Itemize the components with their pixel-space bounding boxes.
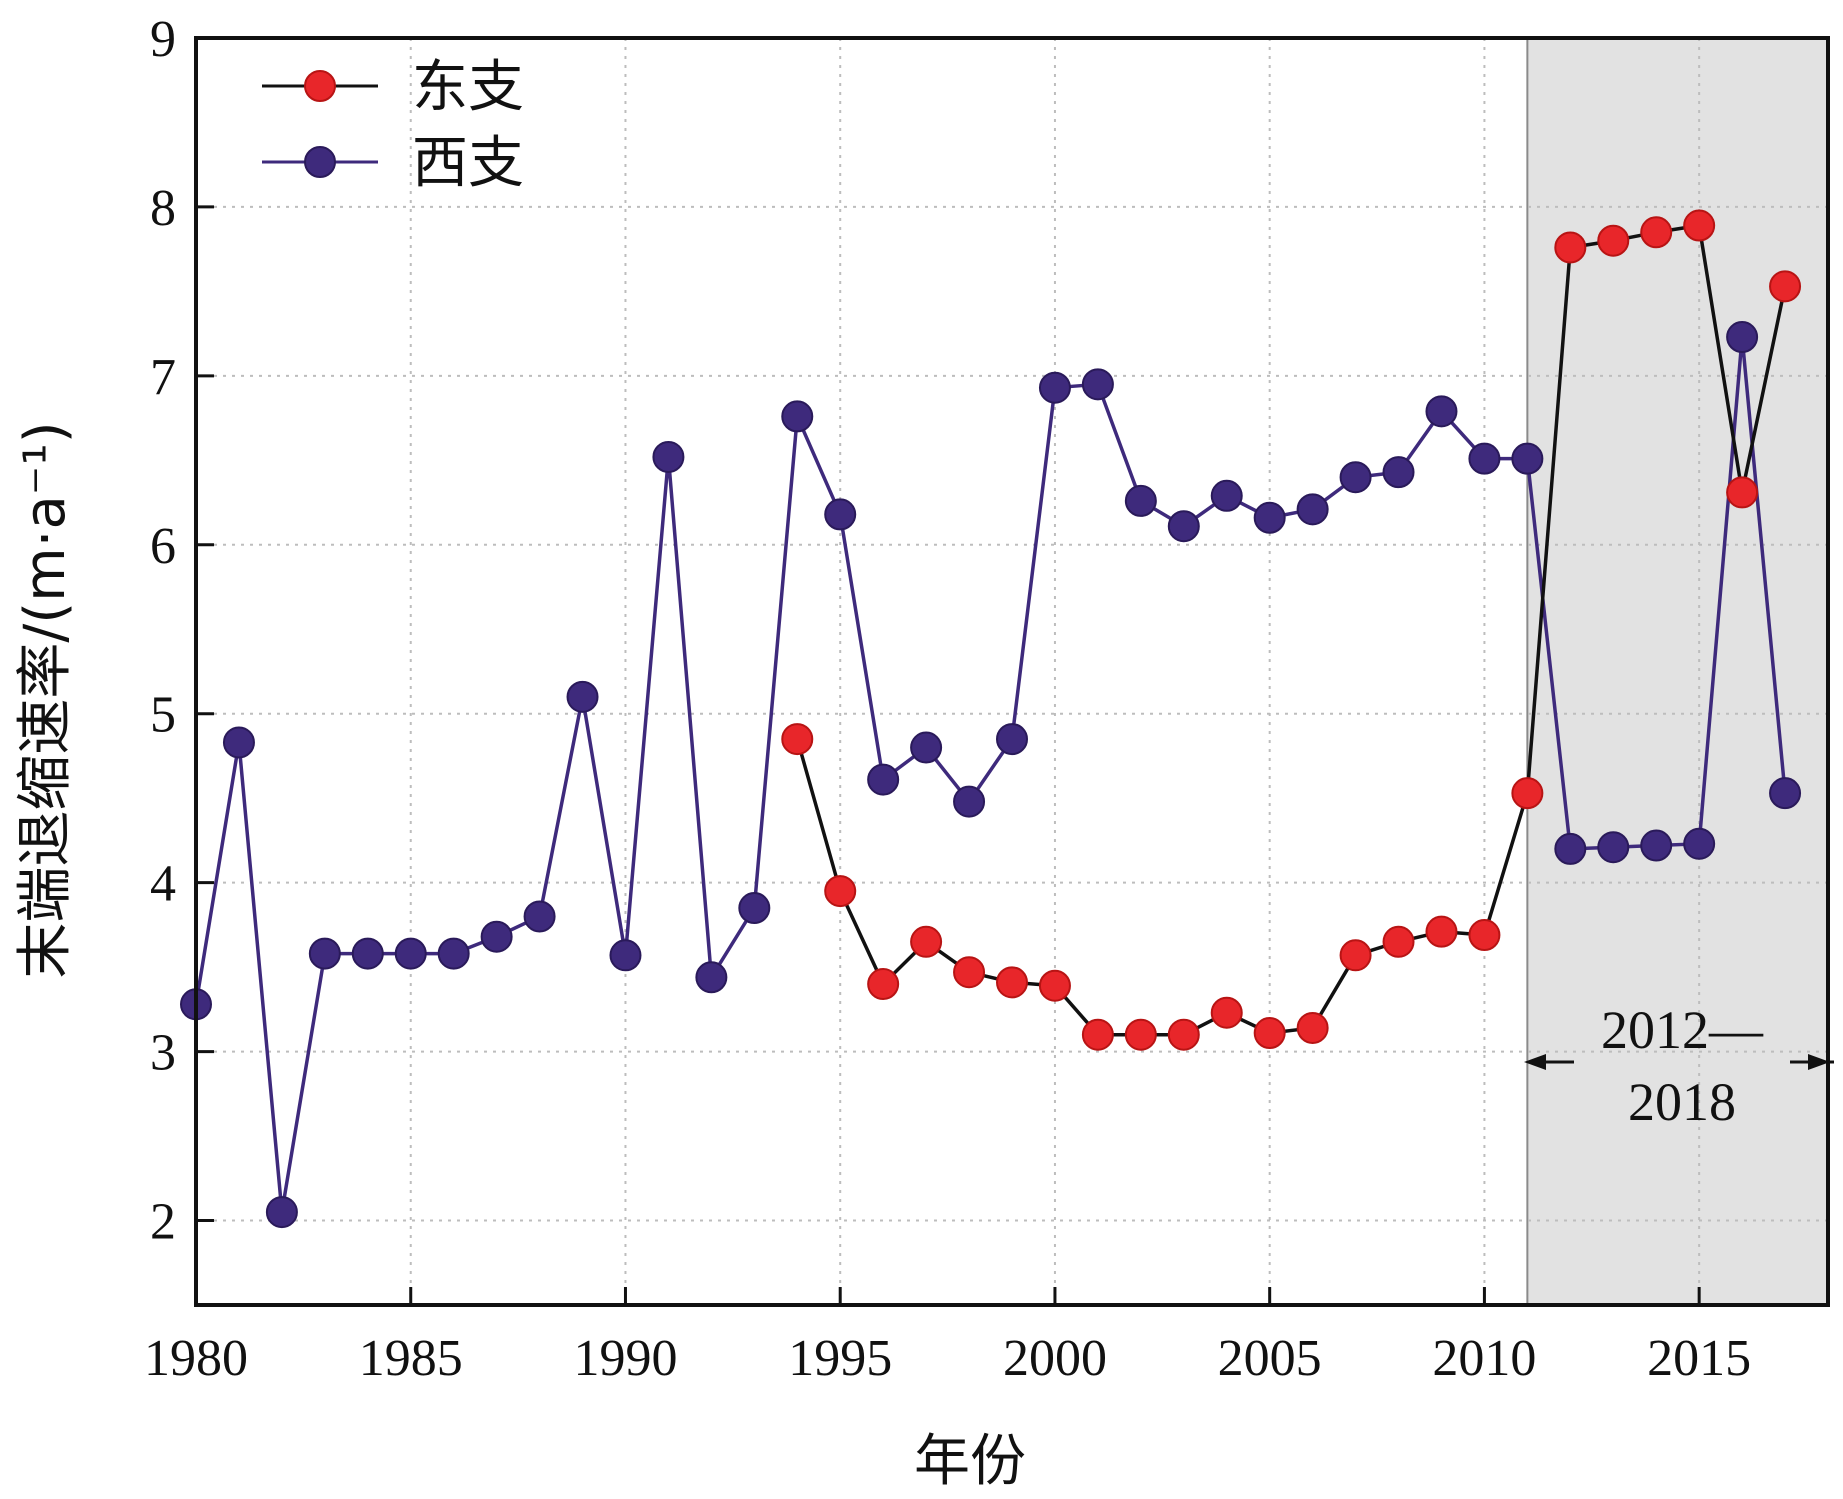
y-tick-label: 9 [150, 11, 176, 68]
data-point-west [1081, 368, 1114, 401]
x-tick-label: 2010 [1432, 1330, 1536, 1387]
data-point-west [1296, 493, 1329, 526]
data-point-west [222, 726, 255, 759]
legend-east-marker [304, 70, 336, 102]
data-point-west [566, 680, 599, 713]
data-point-east [1640, 216, 1673, 249]
data-point-west [1253, 501, 1286, 534]
data-point-west [1425, 395, 1458, 428]
y-tick-label: 2 [150, 1194, 176, 1251]
data-point-east [1167, 1018, 1200, 1051]
data-point-west [781, 400, 814, 433]
data-point-west [1726, 321, 1759, 354]
data-point-east [1511, 777, 1544, 810]
plot-frame [194, 36, 1830, 1307]
y-tick-label: 6 [150, 518, 176, 575]
data-point-west [523, 900, 556, 933]
y-tick-label: 7 [150, 349, 176, 406]
axes [194, 36, 1830, 1307]
data-point-east [867, 968, 900, 1001]
data-point-west [265, 1196, 298, 1229]
legend-west-label: 西支 [412, 131, 524, 196]
data-point-east [1253, 1017, 1286, 1050]
data-point-west [1124, 484, 1157, 517]
legend-east-label: 东支 [412, 55, 524, 120]
series [180, 209, 1802, 1229]
x-tick-label: 2000 [1003, 1330, 1107, 1387]
data-point-west [1167, 510, 1200, 543]
data-point-east [910, 925, 943, 958]
period-arrowhead-left [1524, 1054, 1546, 1070]
data-point-east [1554, 231, 1587, 264]
data-point-east [1468, 919, 1501, 952]
data-point-west [1597, 831, 1630, 864]
data-point-west [1339, 461, 1372, 494]
data-point-west [1210, 479, 1243, 512]
data-point-east [1124, 1018, 1157, 1051]
legend: 东支 西支 [262, 55, 524, 196]
period-label-line2: 2018 [1628, 1072, 1736, 1132]
data-point-west [1468, 442, 1501, 475]
data-point-west [1038, 371, 1071, 404]
data-point-west [1683, 827, 1716, 860]
data-point-west [695, 961, 728, 994]
x-tick-label: 2005 [1218, 1330, 1322, 1387]
y-axis-title: 末端退缩速率/(m·a⁻¹) [13, 421, 78, 978]
data-point-west [953, 785, 986, 818]
data-point-west [1382, 456, 1415, 489]
data-point-east [1081, 1018, 1114, 1051]
data-point-west [910, 731, 943, 764]
data-point-east [1210, 996, 1243, 1029]
data-point-east [781, 723, 814, 756]
x-tick-label: 1990 [573, 1330, 677, 1387]
data-point-west [351, 937, 384, 970]
data-point-west [308, 937, 341, 970]
y-tick-label: 8 [150, 180, 176, 237]
data-point-east [996, 966, 1028, 999]
data-point-west [394, 937, 427, 970]
data-point-east [953, 956, 986, 989]
data-point-east [1597, 224, 1630, 257]
data-point-west [652, 440, 685, 473]
data-point-west [867, 763, 900, 796]
data-point-east [1382, 925, 1415, 958]
y-tick-label: 4 [150, 856, 176, 913]
period-arrowhead-right [1808, 1054, 1830, 1070]
x-tick-label: 1980 [144, 1330, 248, 1387]
data-point-east [1425, 915, 1458, 948]
data-point-east [1339, 939, 1372, 972]
x-tick-label: 1995 [788, 1330, 892, 1387]
x-tick-label: 1985 [359, 1330, 463, 1387]
data-point-west [1769, 777, 1802, 810]
x-axis-title: 年份 [914, 1429, 1026, 1494]
data-point-west [1640, 829, 1673, 862]
data-point-east [1038, 969, 1071, 1002]
data-point-east [1769, 270, 1802, 303]
data-point-east [1296, 1011, 1329, 1044]
labels: 1980 1985 1990 1995 2000 2005 2010 2015 2 3 4 5 6 7 8 9 [144, 11, 1751, 1387]
shaded-period-annotation: 2012— 2018 [1524, 1000, 1834, 1132]
data-point-east [1683, 209, 1716, 242]
data-point-west [1554, 832, 1587, 865]
data-point-west [824, 498, 857, 531]
data-point-west [1511, 442, 1544, 475]
data-point-west [437, 937, 470, 970]
data-point-west [738, 892, 771, 925]
legend-west-marker [304, 146, 336, 178]
period-label-line1: 2012— [1601, 1000, 1764, 1060]
data-point-east [824, 875, 857, 908]
y-tick-label: 5 [150, 687, 176, 744]
x-tick-label: 2015 [1647, 1330, 1751, 1387]
data-point-east [1726, 476, 1759, 509]
y-tick-label: 3 [150, 1025, 176, 1082]
data-point-west [996, 723, 1028, 756]
data-point-west [480, 920, 513, 953]
data-point-west [609, 939, 642, 972]
